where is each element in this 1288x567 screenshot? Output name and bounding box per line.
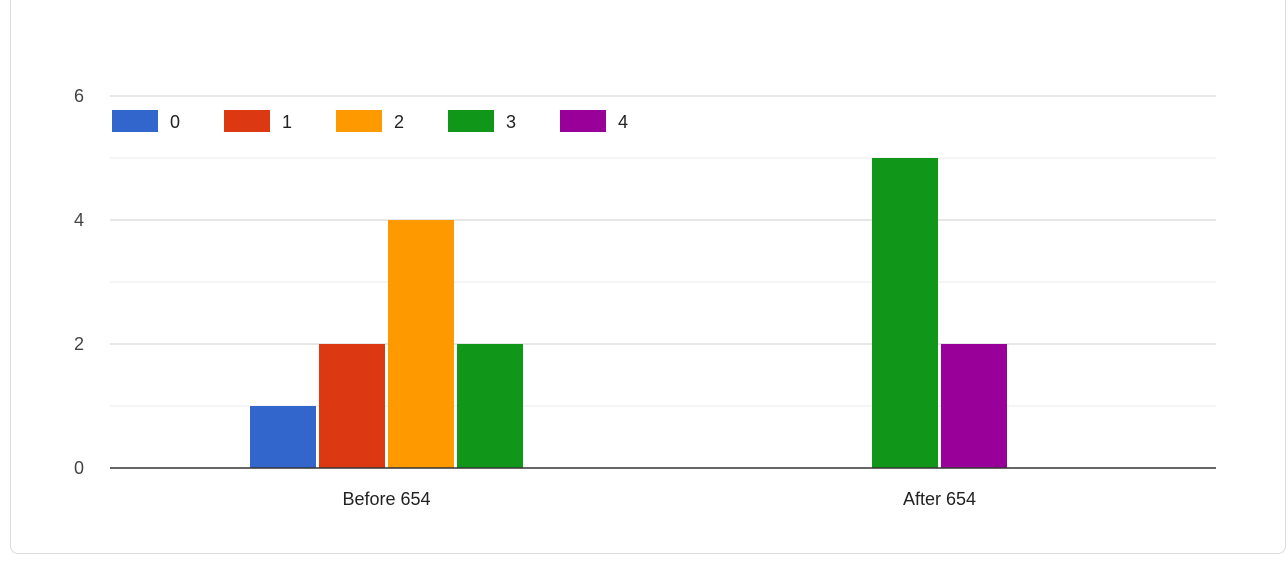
legend-label-1: 1 <box>282 112 292 132</box>
y-axis-ticks: 0 2 4 6 <box>74 86 84 478</box>
legend-swatch-1 <box>224 110 270 132</box>
bars <box>250 158 1007 468</box>
y-tick-label: 0 <box>74 458 84 478</box>
bar-after-654-series-3 <box>872 158 938 468</box>
y-tick-label: 2 <box>74 334 84 354</box>
y-tick-label: 6 <box>74 86 84 106</box>
gridlines <box>110 95 1216 407</box>
legend-label-3: 3 <box>506 112 516 132</box>
chart-card <box>10 0 1286 554</box>
x-category-label: Before 654 <box>342 489 430 509</box>
y-tick-label: 4 <box>74 210 84 230</box>
legend-swatch-0 <box>112 110 158 132</box>
legend-swatch-2 <box>336 110 382 132</box>
legend-label-4: 4 <box>618 112 628 132</box>
legend-swatch-4 <box>560 110 606 132</box>
bar-before-654-series-1 <box>319 344 385 468</box>
bar-before-654-series-3 <box>457 344 523 468</box>
x-axis-category-labels: Before 654 After 654 <box>342 489 976 509</box>
legend-swatch-3 <box>448 110 494 132</box>
legend-label-0: 0 <box>170 112 180 132</box>
bar-before-654-series-2 <box>388 220 454 468</box>
bar-before-654-series-0 <box>250 406 316 468</box>
legend: 0 1 2 3 4 <box>112 110 628 132</box>
legend-label-2: 2 <box>394 112 404 132</box>
bar-after-654-series-4 <box>941 344 1007 468</box>
x-category-label: After 654 <box>903 489 976 509</box>
